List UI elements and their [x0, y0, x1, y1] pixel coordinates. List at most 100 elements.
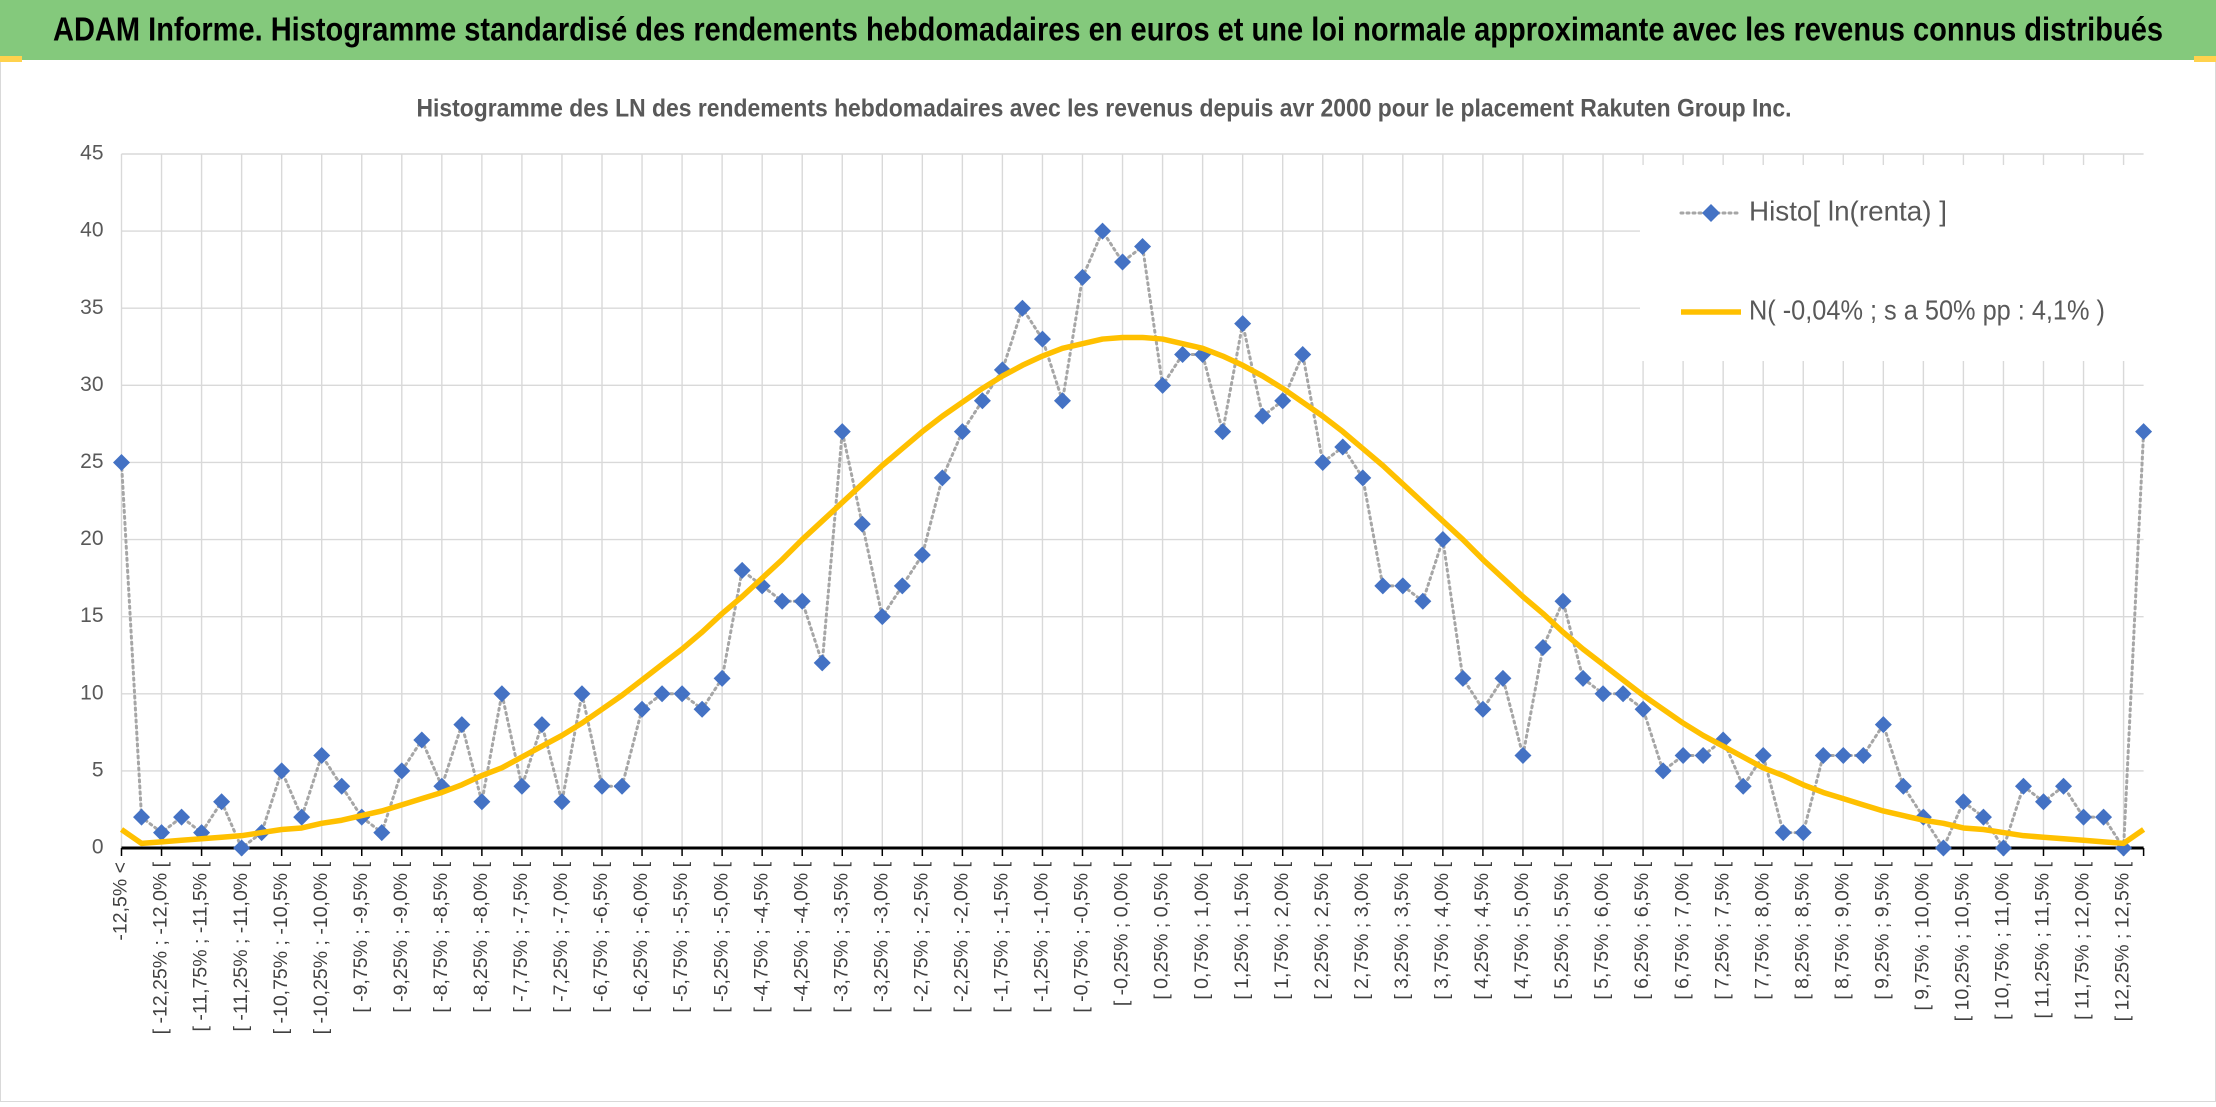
- data-point: [1354, 469, 1372, 487]
- y-tick-label: 30: [80, 373, 103, 396]
- series-line: [120, 227, 2146, 853]
- data-point: [2135, 423, 2153, 441]
- x-tick-label: [ 9,75% ; 10,0% [: [1912, 861, 1934, 1010]
- x-tick-label: [ -9,25% ; -9,0% [: [390, 861, 412, 1012]
- data-point: [1774, 824, 1792, 842]
- data-point: [1734, 777, 1752, 795]
- x-tick-label: [ -5,25% ; -5,0% [: [710, 861, 732, 1012]
- x-tick-label: [ 4,25% ; 4,5% [: [1471, 861, 1493, 999]
- data-point: [233, 839, 251, 857]
- x-tick-label: [ 10,75% ; 11,0% [: [1992, 861, 2014, 1019]
- data-point: [1013, 299, 1031, 317]
- data-point: [553, 793, 571, 811]
- x-tick-label: [ -4,25% ; -4,0% [: [790, 861, 812, 1012]
- data-point: [1334, 438, 1352, 456]
- data-point: [1954, 793, 1972, 811]
- x-tick-label: [ -12,25% ; -12,0% [: [150, 861, 172, 1034]
- series-line: [119, 334, 2146, 847]
- data-point: [313, 746, 331, 764]
- data-point: [173, 808, 191, 826]
- legend-marker: [1702, 204, 1720, 222]
- x-tick-label: [ 5,25% ; 5,5% [: [1551, 861, 1573, 999]
- x-tick-label: [ 8,25% ; 8,5% [: [1791, 861, 1813, 999]
- x-tick-label: [ -8,75% ; -8,5% [: [430, 861, 452, 1012]
- x-tick-label: [ -1,25% ; -1,0% [: [1031, 861, 1053, 1012]
- data-point: [373, 824, 391, 842]
- data-point: [1254, 407, 1272, 425]
- data-point: [1634, 700, 1652, 718]
- data-point: [1614, 685, 1632, 703]
- data-point: [813, 654, 831, 672]
- data-point: [513, 777, 531, 795]
- data-point: [453, 716, 471, 734]
- x-tick-label: [ -3,25% ; -3,0% [: [870, 861, 892, 1012]
- data-point: [1934, 839, 1952, 857]
- x-tick-label: [ 11,25% ; 11,5% [: [2032, 861, 2054, 1018]
- data-point: [293, 808, 311, 826]
- data-point: [1534, 639, 1552, 657]
- data-point: [633, 700, 651, 718]
- data-point: [1994, 839, 2012, 857]
- x-tick-label: [ -11,75% ; -11,5% [: [190, 861, 212, 1031]
- data-point: [833, 423, 851, 441]
- x-tick-label: [ -2,75% ; -2,5% [: [910, 861, 932, 1012]
- x-tick-label: [ 1,25% ; 1,5% [: [1231, 861, 1253, 999]
- data-point: [873, 608, 891, 626]
- y-tick-label: 15: [80, 604, 103, 627]
- x-tick-label: [ -4,75% ; -4,5% [: [750, 861, 772, 1012]
- page-title: ADAM Informe. Histogramme standardisé de…: [53, 11, 2163, 48]
- y-tick-label: 45: [80, 142, 103, 165]
- data-point: [1234, 315, 1252, 333]
- data-point: [1114, 253, 1132, 271]
- data-point: [1434, 531, 1452, 549]
- x-tick-label: -12,5% <: [110, 862, 132, 941]
- data-point: [1174, 345, 1192, 363]
- data-point: [1694, 746, 1712, 764]
- data-point: [1374, 577, 1392, 595]
- data-point: [1033, 330, 1051, 348]
- data-point: [1314, 453, 1332, 471]
- data-point: [953, 423, 971, 441]
- x-tick-label: [ -11,25% ; -11,0% [: [230, 861, 252, 1031]
- x-tick-label: [ 0,75% ; 1,0% [: [1191, 861, 1213, 999]
- x-tick-label: [ -0,75% ; -0,5% [: [1071, 861, 1093, 1012]
- data-point: [673, 685, 691, 703]
- data-point: [1554, 592, 1572, 610]
- data-point: [573, 685, 591, 703]
- data-point: [393, 762, 411, 780]
- data-point: [1514, 746, 1532, 764]
- data-point: [973, 392, 991, 410]
- data-point: [1154, 376, 1172, 394]
- x-tick-label: [ 7,75% ; 8,0% [: [1751, 861, 1773, 999]
- x-tick-label: [ 8,75% ; 9,0% [: [1831, 861, 1853, 999]
- chart-title: Histogramme des LN des rendements hebdom…: [417, 95, 1792, 123]
- data-point: [1574, 669, 1592, 687]
- x-tick-label: [ -3,75% ; -3,5% [: [830, 861, 852, 1012]
- data-point: [2034, 793, 2052, 811]
- data-point: [1053, 392, 1071, 410]
- data-point: [1394, 577, 1412, 595]
- data-point: [1834, 746, 1852, 764]
- data-point: [933, 469, 951, 487]
- data-point: [1894, 777, 1912, 795]
- data-point: [2055, 777, 2073, 795]
- legend-label: N( -0,04% ; s a 50% pp : 4,1% ): [1749, 294, 2105, 325]
- data-point: [713, 669, 731, 687]
- x-tick-label: [ -8,25% ; -8,0% [: [470, 861, 492, 1012]
- legend-label: Histo[ ln(renta) ]: [1749, 195, 1947, 226]
- x-tick-label: [ 6,25% ; 6,5% [: [1631, 861, 1653, 999]
- data-point: [1414, 592, 1432, 610]
- title-bar: [0, 0, 2216, 60]
- x-tick-label: [ 2,75% ; 3,0% [: [1351, 861, 1373, 999]
- x-tick-label: [ 10,25% ; 10,5% [: [1952, 861, 1974, 1021]
- corner-accent: [0, 56, 22, 62]
- y-tick-label: 35: [80, 296, 103, 319]
- data-point: [613, 777, 631, 795]
- data-point: [1594, 685, 1612, 703]
- data-point: [1794, 824, 1812, 842]
- data-point: [533, 716, 551, 734]
- corner-accent: [2194, 56, 2216, 62]
- data-point: [1814, 746, 1832, 764]
- x-tick-label: [ -5,75% ; -5,5% [: [670, 861, 692, 1012]
